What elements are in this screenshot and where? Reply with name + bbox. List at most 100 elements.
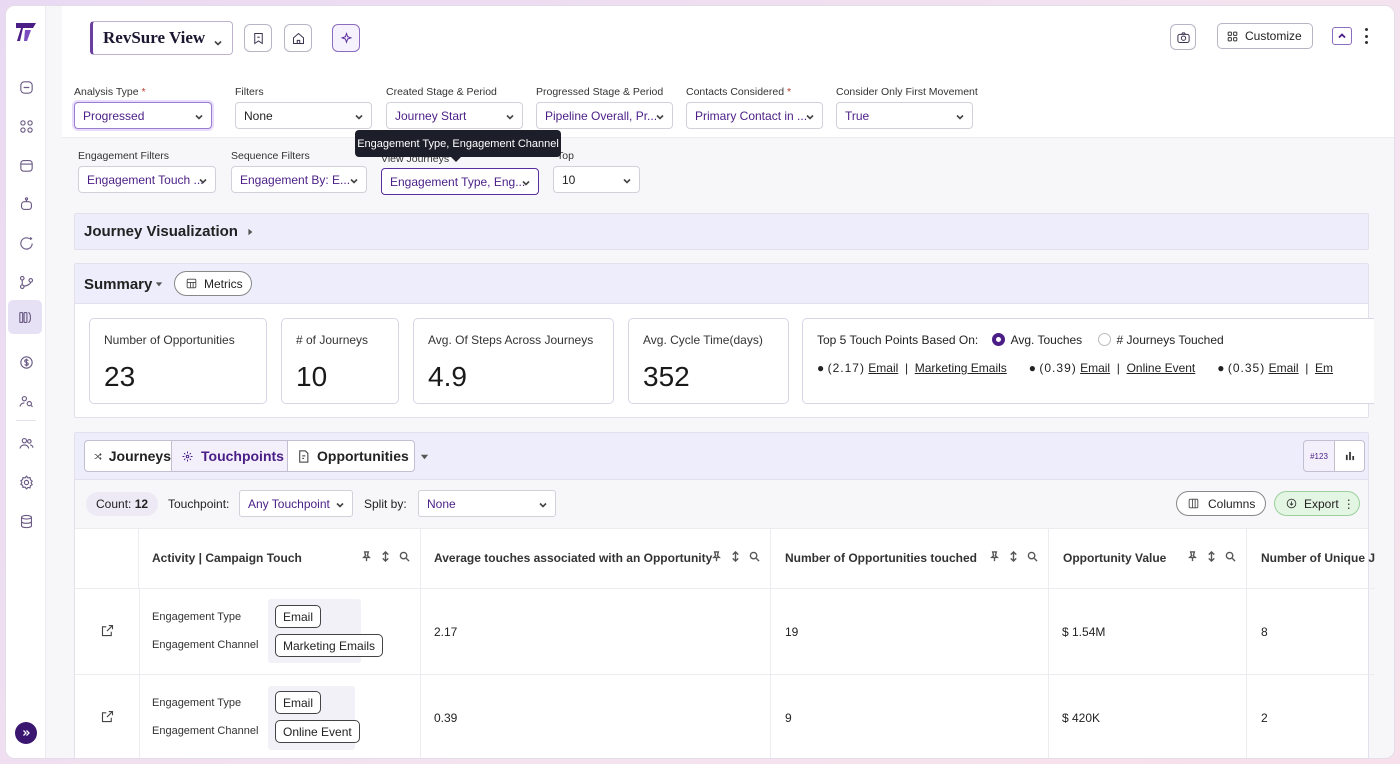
home-button[interactable] bbox=[284, 24, 312, 52]
contacts-considered-select[interactable]: Primary Contact in ... bbox=[686, 102, 823, 129]
top5-channel-link[interactable]: Online Event bbox=[1126, 361, 1196, 375]
search-icon[interactable] bbox=[1027, 551, 1038, 562]
chat-sparkle-icon[interactable] bbox=[14, 231, 38, 255]
branch-icon[interactable] bbox=[14, 270, 38, 294]
users-icon[interactable] bbox=[14, 431, 38, 455]
chart-view-button[interactable] bbox=[1334, 440, 1365, 472]
bot-icon[interactable] bbox=[14, 192, 38, 216]
pin-icon[interactable] bbox=[989, 551, 1000, 562]
sequence-filters-value: Engagement By: E... bbox=[240, 172, 351, 187]
filters-select[interactable]: None bbox=[235, 102, 372, 129]
sort-icon[interactable] bbox=[1008, 551, 1019, 562]
sort-icon[interactable] bbox=[1206, 551, 1217, 562]
created-stage-select[interactable]: Journey Start bbox=[386, 102, 523, 129]
top5-channel-link[interactable]: Marketing Emails bbox=[914, 361, 1007, 375]
engagement-filters-select[interactable]: Engagement Touch ... bbox=[78, 166, 216, 193]
settings-gear-icon[interactable] bbox=[14, 470, 38, 494]
customize-button[interactable]: Customize bbox=[1217, 23, 1313, 49]
column-divider bbox=[1048, 588, 1049, 758]
search-icon[interactable] bbox=[399, 551, 410, 562]
count-badge: Count: 12 bbox=[86, 492, 159, 516]
pin-icon[interactable] bbox=[711, 551, 722, 562]
top5-type-link[interactable]: Email bbox=[868, 361, 899, 375]
split-by-select[interactable]: None bbox=[418, 490, 556, 517]
tab-opportunities[interactable]: Opportunities bbox=[287, 440, 415, 472]
avg-touches-cell: 2.17 bbox=[434, 625, 458, 639]
tab-journeys[interactable]: Journeys bbox=[84, 440, 172, 472]
view-journeys-tooltip: Engagement Type, Engagement Channel bbox=[355, 130, 561, 162]
radio-avg-touches[interactable]: Avg. Touches bbox=[991, 333, 1082, 347]
metric-card-cycle-time: Avg. Cycle Time(days) 352 bbox=[628, 318, 789, 404]
column-actions bbox=[1187, 551, 1236, 562]
view-selector[interactable]: RevSure View bbox=[90, 21, 233, 55]
top5-channel-link[interactable]: Em bbox=[1315, 361, 1334, 375]
header-bar: RevSure View Customize bbox=[62, 6, 1394, 74]
metric-card-value: 4.9 bbox=[428, 361, 467, 392]
column-actions bbox=[361, 551, 410, 562]
chevron-down-icon bbox=[538, 499, 548, 509]
summary-title: Summary bbox=[84, 276, 153, 293]
chevron-down-icon bbox=[622, 175, 632, 185]
touchpoint-label: Touchpoint: bbox=[168, 497, 230, 511]
bookmark-button[interactable] bbox=[244, 24, 272, 52]
expand-sidebar-icon[interactable] bbox=[15, 722, 37, 744]
camera-button[interactable] bbox=[1170, 24, 1196, 50]
database-icon[interactable] bbox=[14, 509, 38, 533]
top5-type-link[interactable]: Email bbox=[1268, 361, 1299, 375]
column-title: Opportunity Value bbox=[1063, 551, 1167, 565]
ai-sparkle-button[interactable] bbox=[332, 24, 360, 52]
table-header-opps-touched[interactable]: Number of Opportunities touched bbox=[771, 528, 1049, 588]
table-header-activity[interactable]: Activity | Campaign Touch bbox=[139, 528, 421, 588]
sequence-filters-select[interactable]: Engagement By: E... bbox=[231, 166, 367, 193]
dashboard-grid-icon[interactable] bbox=[14, 114, 38, 138]
analysis-type-select[interactable]: Progressed bbox=[74, 102, 212, 129]
chevron-down-icon bbox=[194, 111, 204, 121]
export-more-icon[interactable]: ⋮ bbox=[1342, 496, 1355, 511]
columns-button[interactable]: Columns bbox=[1176, 491, 1266, 516]
touchpoint-select[interactable]: Any Touchpoint bbox=[239, 490, 353, 517]
open-external-icon[interactable] bbox=[100, 709, 115, 724]
top5-type-link[interactable]: Email bbox=[1080, 361, 1111, 375]
collapse-button[interactable] bbox=[1332, 27, 1352, 45]
tab-touchpoints[interactable]: Touchpoints bbox=[171, 440, 288, 472]
number-view-button[interactable]: #123 bbox=[1303, 440, 1335, 472]
radio-journeys-touched[interactable]: # Journeys Touched bbox=[1097, 333, 1224, 347]
count-label: Count: bbox=[96, 497, 132, 511]
metrics-button[interactable]: Metrics bbox=[174, 271, 252, 296]
table-header-unique-journeys[interactable]: Number of Unique Jo bbox=[1247, 528, 1375, 588]
summary-header: Summary Metrics bbox=[75, 264, 1368, 304]
row-divider bbox=[75, 674, 1375, 675]
caret-down-icon[interactable] bbox=[155, 280, 163, 288]
sort-icon[interactable] bbox=[380, 551, 391, 562]
more-menu-icon[interactable] bbox=[1362, 26, 1370, 46]
top5-list: ● (2.17) Email | Marketing Emails ● (0.3… bbox=[817, 361, 1333, 375]
contacts-considered-label: Contacts Considered * bbox=[686, 86, 792, 98]
export-button[interactable]: Export ⋮ bbox=[1274, 491, 1360, 516]
pin-icon[interactable] bbox=[361, 551, 372, 562]
pin-icon[interactable] bbox=[1187, 551, 1198, 562]
top-select[interactable]: 10 bbox=[553, 166, 640, 193]
sort-icon[interactable] bbox=[730, 551, 741, 562]
calendar-icon[interactable] bbox=[14, 153, 38, 177]
engagement-type-label: Engagement Type bbox=[152, 697, 242, 709]
journeys-nav-icon[interactable] bbox=[8, 300, 42, 334]
filter-row-primary: Analysis Type * Progressed Filters None … bbox=[62, 74, 1394, 138]
open-external-icon[interactable] bbox=[100, 623, 115, 638]
table-header-avg-touches[interactable]: Average touches associated with an Oppor… bbox=[421, 528, 771, 588]
shuffle-icon bbox=[94, 452, 102, 460]
inbox-icon[interactable] bbox=[14, 75, 38, 99]
search-icon[interactable] bbox=[749, 551, 760, 562]
dollar-icon[interactable] bbox=[14, 350, 38, 374]
columns-label: Columns bbox=[1208, 496, 1256, 511]
view-journeys-select[interactable]: Engagement Type, Eng... bbox=[381, 168, 539, 195]
revsure-logo-icon[interactable] bbox=[12, 18, 40, 46]
chevron-down-icon bbox=[335, 499, 345, 509]
table-header-opp-value[interactable]: Opportunity Value bbox=[1049, 528, 1247, 588]
journey-visualization-section[interactable]: Journey Visualization bbox=[74, 213, 1369, 250]
progressed-stage-value: Pipeline Overall, Pr... bbox=[545, 108, 658, 123]
search-icon[interactable] bbox=[1225, 551, 1236, 562]
first-movement-select[interactable]: True bbox=[836, 102, 973, 129]
progressed-stage-select[interactable]: Pipeline Overall, Pr... bbox=[536, 102, 673, 129]
people-search-icon[interactable] bbox=[14, 389, 38, 413]
tabs-more-caret-icon[interactable] bbox=[420, 452, 429, 461]
